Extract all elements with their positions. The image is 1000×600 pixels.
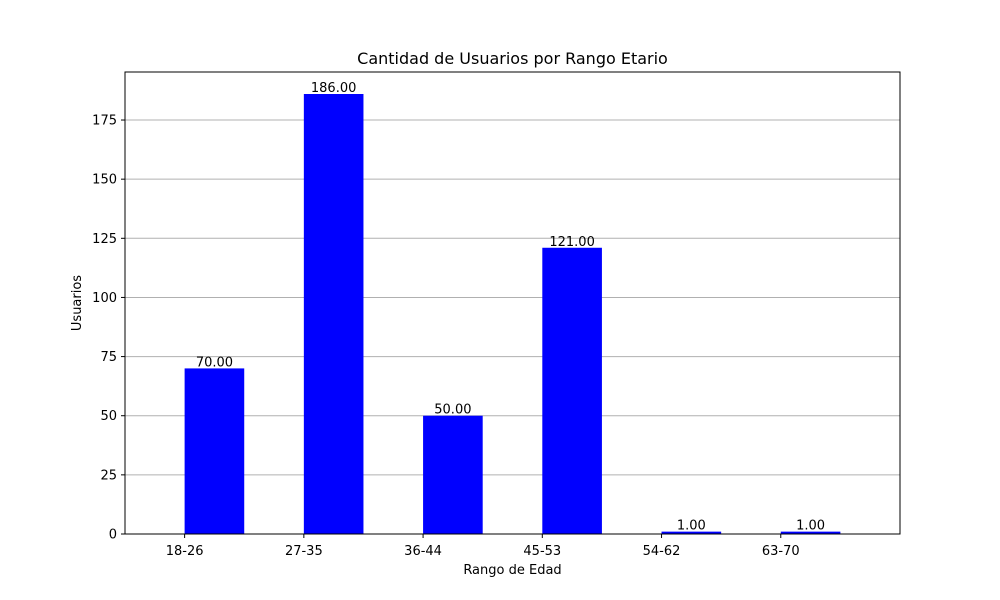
x-axis-label: Rango de Edad xyxy=(463,563,561,578)
bar-data-label: 1.00 xyxy=(677,519,706,534)
y-tick-label: 50 xyxy=(100,409,117,424)
bar-data-label: 70.00 xyxy=(196,355,233,370)
bar-data-label: 1.00 xyxy=(796,519,825,534)
bar-data-label: 186.00 xyxy=(311,81,357,96)
bar xyxy=(303,94,364,534)
x-axis-ticks: 18-26 27-35 36-44 45-53 54-62 63-70 xyxy=(166,534,800,559)
y-axis-label: Usuarios xyxy=(70,275,85,331)
chart-title: Cantidad de Usuarios por Rango Etario xyxy=(357,49,668,68)
grid-lines xyxy=(125,119,900,476)
bar-data-label: 121.00 xyxy=(549,235,595,250)
y-tick-label: 150 xyxy=(92,173,117,188)
y-tick-label: 25 xyxy=(100,468,117,483)
x-tick-label: 45-53 xyxy=(523,544,561,559)
x-tick-label: 54-62 xyxy=(643,544,681,559)
x-tick-label: 63-70 xyxy=(762,544,800,559)
y-tick-label: 100 xyxy=(92,291,117,306)
x-tick-label: 36-44 xyxy=(404,544,442,559)
bar xyxy=(780,531,841,534)
bar xyxy=(661,531,722,534)
plot-frame xyxy=(124,71,901,535)
y-axis-ticks: 0 25 50 75 100 125 150 175 xyxy=(92,114,125,543)
y-tick-label: 125 xyxy=(92,232,117,247)
bar-data-label: 50.00 xyxy=(434,403,471,418)
bars xyxy=(184,94,841,535)
bar-data-labels: 70.00 186.00 50.00 121.00 1.00 1.00 xyxy=(196,81,825,534)
y-tick-label: 0 xyxy=(109,528,117,543)
y-tick-label: 175 xyxy=(92,114,117,129)
y-tick-label: 75 xyxy=(100,350,117,365)
bar xyxy=(423,415,483,534)
x-tick-label: 18-26 xyxy=(166,544,204,559)
bar xyxy=(542,247,602,535)
x-tick-label: 27-35 xyxy=(285,544,323,559)
bar xyxy=(184,368,245,534)
